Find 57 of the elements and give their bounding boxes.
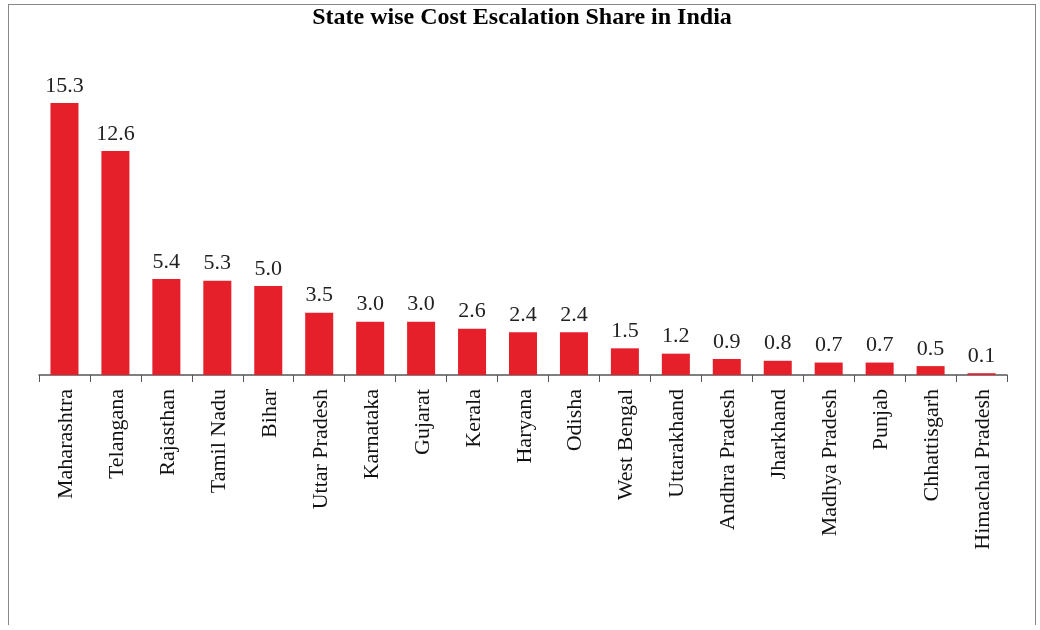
x-tick-label: Uttarakhand xyxy=(663,389,689,498)
bar xyxy=(458,328,487,375)
data-label: 0.9 xyxy=(713,327,741,353)
x-tick-label: Haryana xyxy=(510,388,536,464)
x-tick-label: Tamil Nadu xyxy=(204,389,230,494)
data-label: 12.6 xyxy=(96,119,135,145)
bar xyxy=(865,362,894,375)
bar xyxy=(407,321,436,375)
bar xyxy=(661,353,690,375)
bar xyxy=(305,312,334,375)
data-label: 15.3 xyxy=(45,71,84,97)
bar xyxy=(763,360,792,375)
data-label: 2.4 xyxy=(560,300,588,326)
bar xyxy=(916,366,945,375)
x-tick-label: Odisha xyxy=(561,388,587,452)
bar xyxy=(610,348,639,375)
data-label: 0.7 xyxy=(814,331,843,357)
data-label: 0.8 xyxy=(763,329,792,355)
x-tick-label: Rajasthan xyxy=(153,389,179,476)
data-label: 2.4 xyxy=(509,300,537,326)
data-label: 3.5 xyxy=(305,281,333,307)
data-label: 5.3 xyxy=(203,249,232,275)
data-label: 2.6 xyxy=(458,297,486,323)
bar xyxy=(254,286,283,375)
x-tick-label: Punjab xyxy=(867,389,893,451)
x-tick-label: Telangana xyxy=(102,388,128,480)
x-tick-label: Maharashtra xyxy=(51,388,77,499)
x-tick-label: Karnataka xyxy=(357,388,383,480)
bar xyxy=(712,359,741,375)
bar xyxy=(559,332,588,375)
bar xyxy=(814,362,843,375)
bar xyxy=(152,279,181,375)
bar xyxy=(508,332,538,375)
x-tick-label: Uttar Pradesh xyxy=(306,389,332,510)
chart-title: State wise Cost Escalation Share in India xyxy=(312,3,732,29)
data-label: 5.0 xyxy=(254,254,283,280)
data-label: 0.5 xyxy=(916,334,945,360)
data-label: 0.1 xyxy=(967,341,996,367)
x-tick-label: Andhra Pradesh xyxy=(714,389,740,531)
bar xyxy=(203,280,232,375)
data-label: 1.5 xyxy=(611,316,639,342)
data-label: 1.2 xyxy=(662,322,690,348)
bar xyxy=(356,321,385,375)
x-tick-label: Gujarat xyxy=(408,389,434,455)
x-tick-label: Jharkhand xyxy=(765,389,791,480)
x-tick-label: Kerala xyxy=(459,388,485,448)
bar xyxy=(50,103,79,375)
data-label: 0.7 xyxy=(865,331,894,357)
x-tick-label: Himachal Pradesh xyxy=(969,389,995,550)
x-tick-label: Chhattisgarh xyxy=(918,389,944,502)
x-tick-label: Bihar xyxy=(255,388,281,438)
data-label: 3.0 xyxy=(407,290,435,316)
data-label: 5.4 xyxy=(152,247,181,273)
x-tick-label: West Bengal xyxy=(612,389,638,501)
data-label: 3.0 xyxy=(356,290,384,316)
x-tick-label: Madhya Pradesh xyxy=(816,389,842,537)
bar xyxy=(101,151,130,375)
